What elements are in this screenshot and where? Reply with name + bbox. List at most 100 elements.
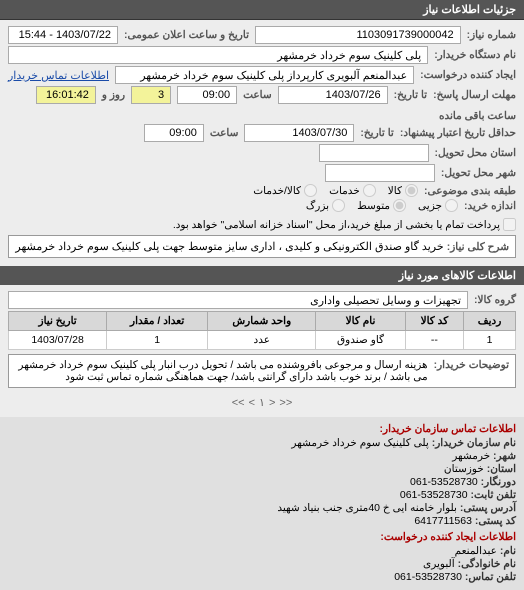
contact-value: 53528730-061 xyxy=(410,476,478,488)
contact-key: دورنگار: xyxy=(478,476,516,488)
note-text: هزینه ارسال و مرجوعی بافروشنده می باشد /… xyxy=(15,359,428,383)
table-cell: 1403/07/28 xyxy=(9,331,107,350)
contact-row: استان: خوزستان xyxy=(8,463,516,475)
table-cell: 1 xyxy=(464,331,516,350)
note-label: توضیحات خریدار: xyxy=(434,359,509,383)
radio-kala[interactable]: کالا xyxy=(388,184,418,197)
desc-box: شرح کلی نیاز: خرید گاو صندق الکترونیکی و… xyxy=(8,235,516,258)
contact-value: آلبویری xyxy=(423,558,455,570)
minvalid-ta: تا تاریخ: xyxy=(360,127,393,139)
table-header: تعداد / مقدار xyxy=(107,312,208,331)
size-radios: جزیی متوسط بزرگ xyxy=(306,199,458,212)
contact-row: نام: عبدالمنعم xyxy=(8,545,516,557)
pager-prev[interactable]: < xyxy=(269,397,275,409)
number-label: شماره نیاز: xyxy=(467,29,516,41)
days-field: 3 xyxy=(131,86,171,104)
table-cell: گاو صندوق xyxy=(316,331,405,350)
subject-class-label: طبقه بندی موضوعی: xyxy=(424,185,516,197)
table-header: تاریخ نیاز xyxy=(9,312,107,331)
contact-key: نام خانوادگی: xyxy=(455,558,516,570)
province-label: استان محل تحویل: xyxy=(435,147,516,159)
number-field: 1103091739000042 xyxy=(255,26,461,44)
contact-header2: اطلاعات ایجاد کننده درخواست: xyxy=(8,531,516,543)
contact-row: دورنگار: 53528730-061 xyxy=(8,476,516,488)
pager-last[interactable]: >> xyxy=(232,397,245,409)
minvalid-label: حداقل تاریخ اعتبار پیشنهاد: xyxy=(400,127,516,139)
deadline-time-field: 09:00 xyxy=(177,86,237,104)
creator-field: عبدالمنعم آلبویری کارپرداز پلی کلینیک سو… xyxy=(115,66,414,84)
city-label: شهر محل تحویل: xyxy=(441,167,516,179)
contact-key: استان: xyxy=(484,463,516,475)
contact-value: خوزستان xyxy=(444,463,484,475)
deadline-ta: تا تاریخ: xyxy=(394,89,427,101)
contact-row: آدرس پستی: بلوار خامنه ایی خ 40متری جنب … xyxy=(8,502,516,514)
contact-row: تلفن تماس: 53528730-061 xyxy=(8,571,516,583)
table-cell: 1 xyxy=(107,331,208,350)
paynote-check[interactable]: پرداخت تمام یا بخشی از مبلغ خرید،از محل … xyxy=(173,218,516,231)
contact-value: 6417711563 xyxy=(414,515,472,527)
contact-section: اطلاعات تماس سازمان خریدار: نام سازمان خ… xyxy=(0,417,524,590)
contact-key: تلفن تماس: xyxy=(462,571,516,583)
group-label: گروه کالا: xyxy=(474,294,516,306)
radio-small[interactable]: جزیی xyxy=(418,199,458,212)
contact-value: 53528730-061 xyxy=(394,571,462,583)
top-info-section: شماره نیاز: 1103091739000042 تاریخ و ساع… xyxy=(0,20,524,266)
creator-label: ایجاد کننده درخواست: xyxy=(420,69,516,81)
contact-value: عبدالمنعم xyxy=(455,545,497,557)
deadline-date-field: 1403/07/26 xyxy=(278,86,388,104)
desc-label: شرح کلی نیاز: xyxy=(447,241,509,253)
pager-first[interactable]: << xyxy=(279,397,292,409)
table-cell: عدد xyxy=(208,331,316,350)
items-section: گروه کالا: تجهیزات و وسایل تحصیلی واداری… xyxy=(0,285,524,417)
buyer-note-box: توضیحات خریدار: هزینه ارسال و مرجوعی باف… xyxy=(8,354,516,388)
radio-both[interactable]: کالا/خدمات xyxy=(253,184,317,197)
size-label: اندازه خرید: xyxy=(464,200,516,212)
contact-row: کد پستی: 6417711563 xyxy=(8,515,516,527)
announce-label: تاریخ و ساعت اعلان عمومی: xyxy=(124,29,249,41)
contact-key: کد پستی: xyxy=(472,515,516,527)
days-label: روز و xyxy=(102,89,125,101)
subject-class-radios: کالا خدمات کالا/خدمات xyxy=(253,184,418,197)
page-header: جزئیات اطلاعات نیاز xyxy=(0,0,524,20)
table-header: کد کالا xyxy=(405,312,463,331)
radio-large[interactable]: بزرگ xyxy=(306,199,345,212)
pager: << < ۱ > >> xyxy=(8,392,516,413)
table-row[interactable]: 1--گاو صندوقعدد11403/07/28 xyxy=(9,331,516,350)
remain-label: ساعت باقی مانده xyxy=(439,110,516,122)
desc-text: خرید گاو صندق الکترونیکی و کلیدی ، اداری… xyxy=(15,241,443,253)
buyer-contact-link[interactable]: اطلاعات تماس خریدار xyxy=(8,69,109,82)
radio-med[interactable]: متوسط xyxy=(357,199,406,212)
table-header: واحد شمارش xyxy=(208,312,316,331)
contact-key: شهر: xyxy=(490,450,516,462)
deadline-label: مهلت ارسال پاسخ: xyxy=(433,89,516,101)
contact-header: اطلاعات تماس سازمان خریدار: xyxy=(8,423,516,435)
deadline-time-label: ساعت xyxy=(243,89,272,101)
contact-value: 53528730-061 xyxy=(400,489,468,501)
radio-khadamat[interactable]: خدمات xyxy=(329,184,376,197)
contact-row: نام سازمان خریدار: پلی کلینیک سوم خرداد … xyxy=(8,437,516,449)
group-field: تجهیزات و وسایل تحصیلی واداری xyxy=(8,291,468,309)
minvalid-date-field: 1403/07/30 xyxy=(244,124,354,142)
table-header: نام کالا xyxy=(316,312,405,331)
contact-row: تلفن ثابت: 53528730-061 xyxy=(8,489,516,501)
contact-value: خرمشهر xyxy=(452,450,490,462)
contact-row: نام خانوادگی: آلبویری xyxy=(8,558,516,570)
contact-key: تلفن ثابت: xyxy=(468,489,516,501)
pager-next[interactable]: > xyxy=(249,397,255,409)
contact-row: شهر: خرمشهر xyxy=(8,450,516,462)
contact-value: پلی کلینیک سوم خرداد خرمشهر xyxy=(291,437,428,449)
items-table: ردیفکد کالانام کالاواحد شمارشتعداد / مقد… xyxy=(8,311,516,350)
contact-key: آدرس پستی: xyxy=(457,502,516,514)
buyer-device-label: نام دستگاه خریدار: xyxy=(434,49,516,61)
minvalid-time-label: ساعت xyxy=(210,127,239,139)
table-header: ردیف xyxy=(464,312,516,331)
contact-key: نام: xyxy=(497,545,516,557)
table-cell: -- xyxy=(405,331,463,350)
announce-field: 1403/07/22 - 15:44 xyxy=(8,26,118,44)
buyer-device-field: پلی کلینیک سوم خرداد خرمشهر xyxy=(8,46,428,64)
city-field xyxy=(325,164,435,182)
items-header: اطلاعات کالاهای مورد نیاز xyxy=(0,266,524,285)
province-field xyxy=(319,144,429,162)
contact-key: نام سازمان خریدار: xyxy=(429,437,516,449)
remain-field: 16:01:42 xyxy=(36,86,96,104)
